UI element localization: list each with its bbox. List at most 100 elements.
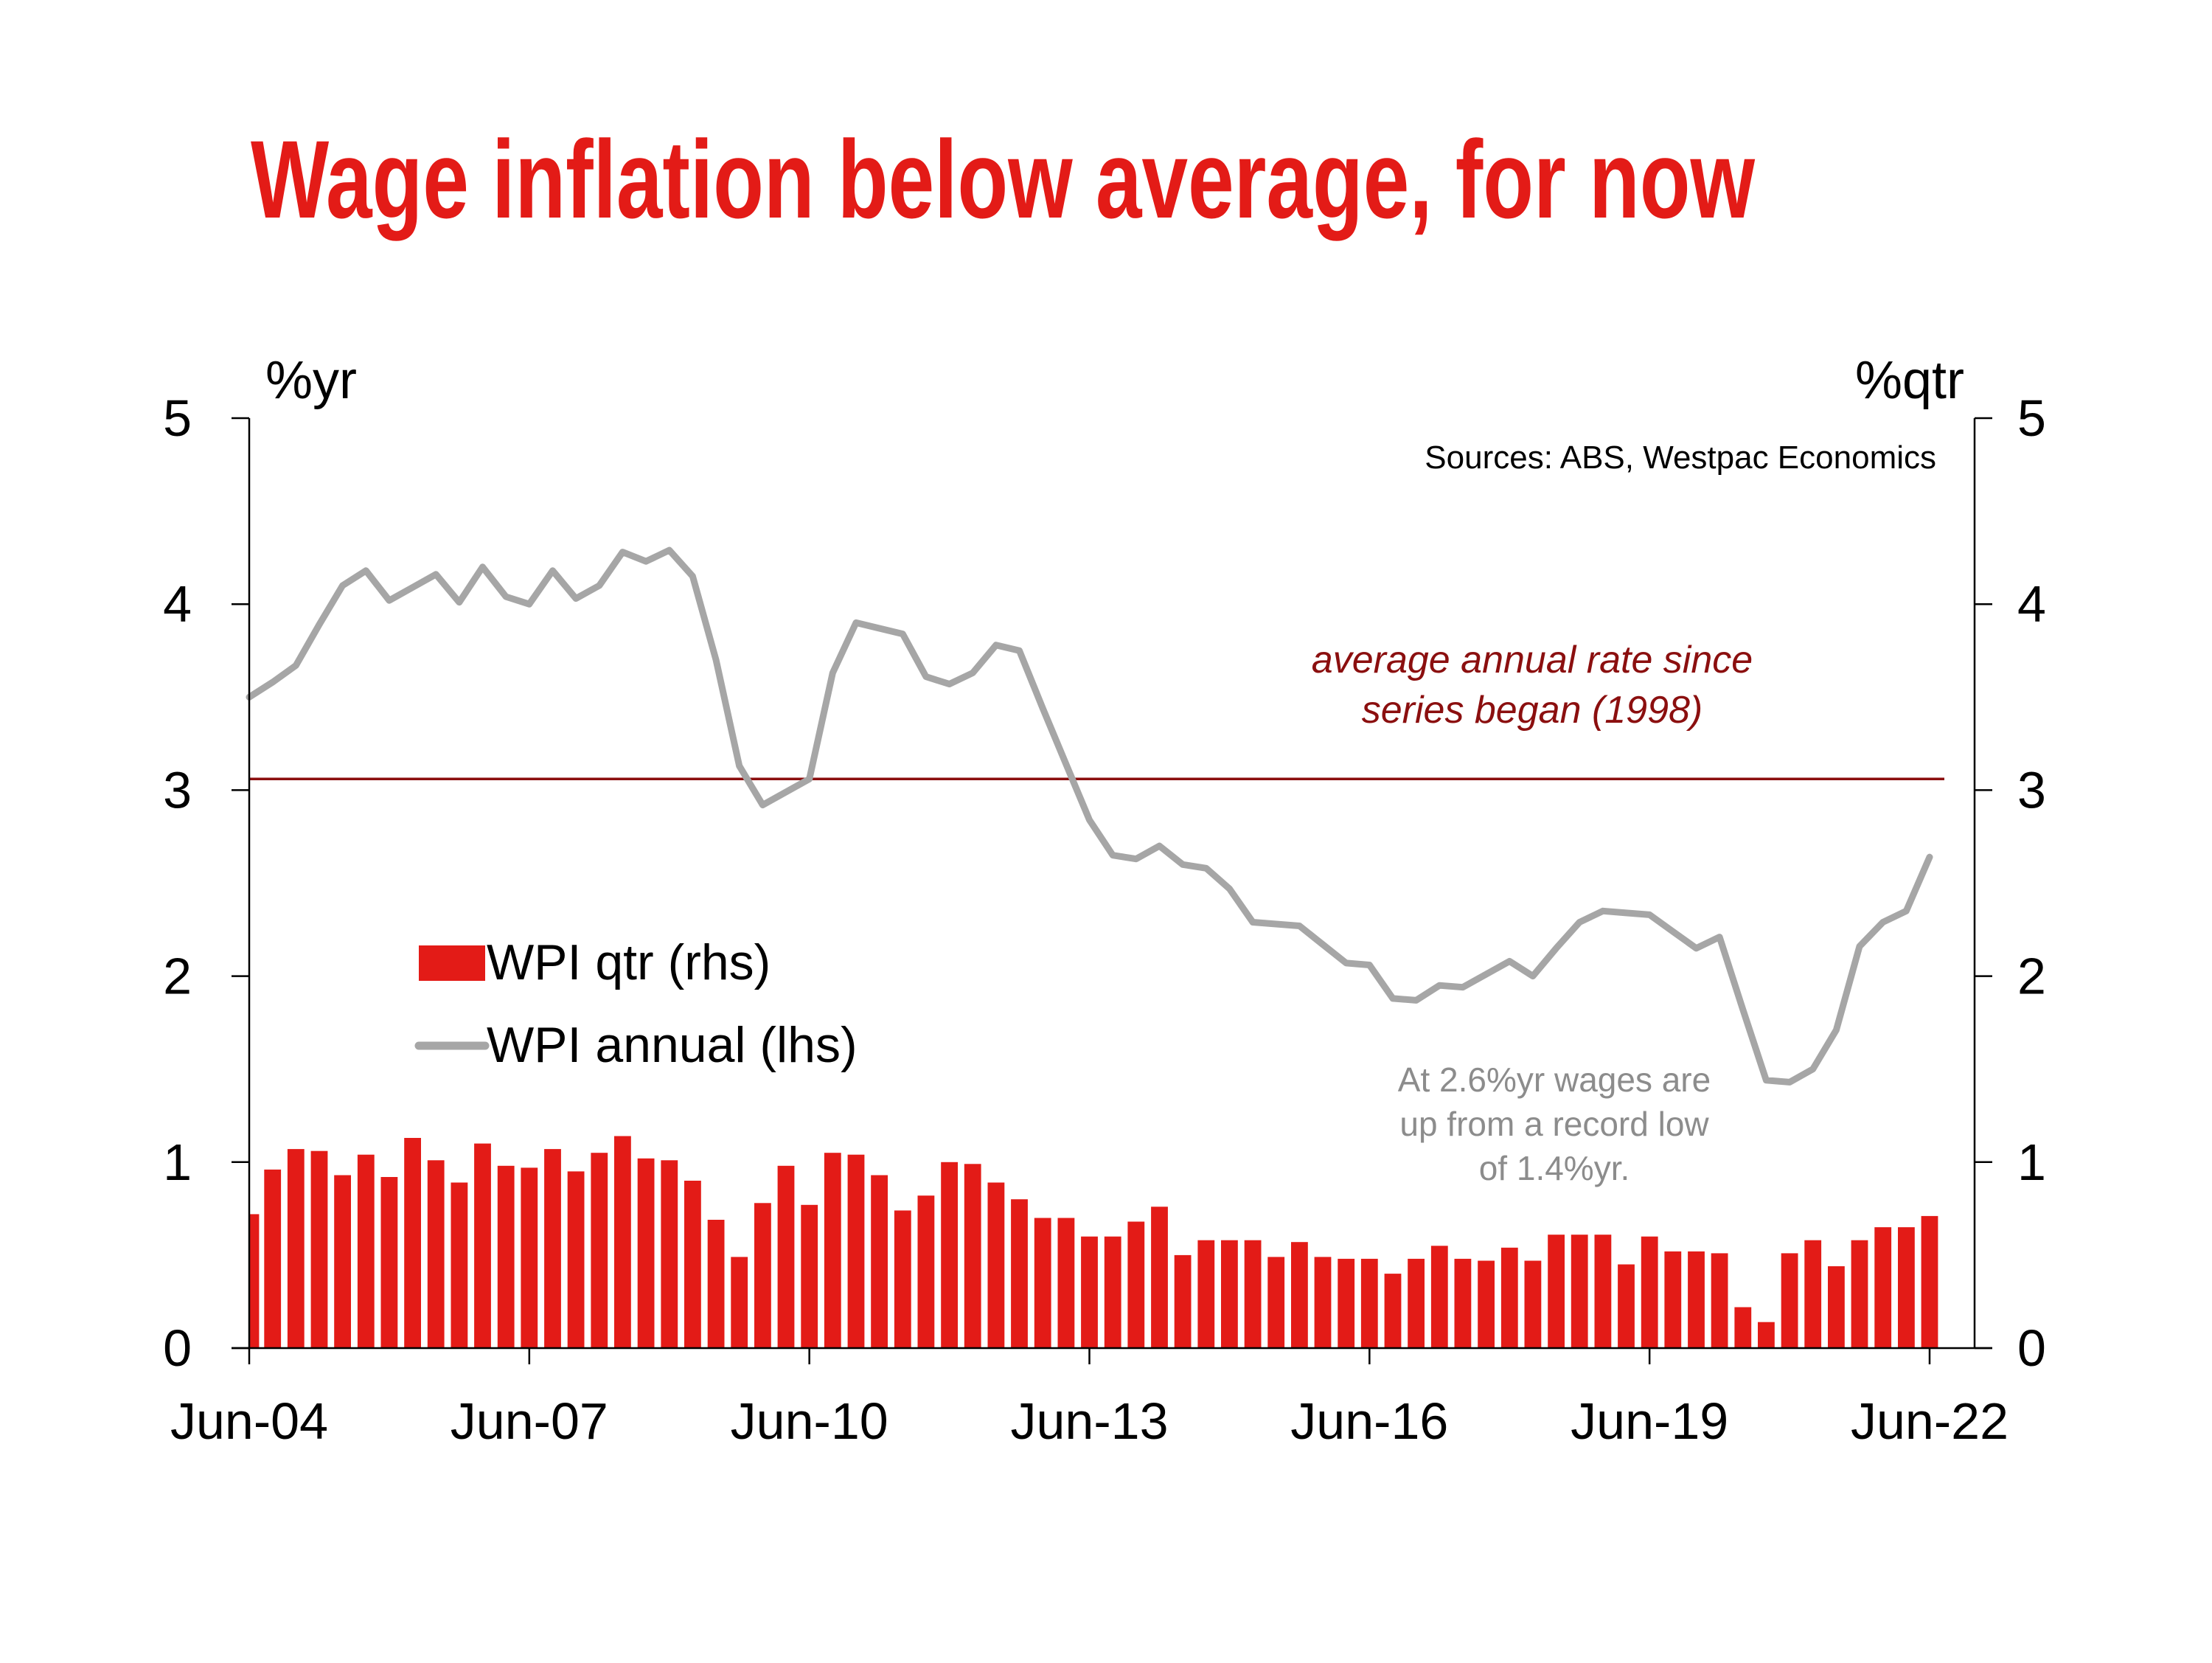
y-right-tick-label: 3 xyxy=(2017,761,2046,819)
wpi-qtr-bar xyxy=(707,1220,725,1348)
x-tick-label: Jun-04 xyxy=(170,1392,328,1450)
wpi-qtr-bar xyxy=(357,1154,375,1348)
wpi-qtr-bar xyxy=(661,1160,678,1348)
y-right-tick-label: 0 xyxy=(2017,1319,2046,1377)
average-line-label-2: series began (1998) xyxy=(1362,689,1703,732)
wpi-qtr-bar xyxy=(1057,1218,1075,1348)
wpi-qtr-bar xyxy=(567,1171,585,1348)
wpi-qtr-bar xyxy=(987,1182,1005,1348)
wpi-qtr-bar xyxy=(1500,1247,1518,1348)
y-right-tick-label: 1 xyxy=(2017,1133,2046,1191)
wpi-qtr-bar xyxy=(1127,1221,1145,1348)
y-right-tick-label: 2 xyxy=(2017,948,2046,1005)
annual-line-layer xyxy=(246,546,1933,1086)
wpi-qtr-bar xyxy=(731,1257,748,1348)
x-tick-label: Jun-10 xyxy=(731,1392,888,1450)
source-note: Sources: ABS, Westpac Economics xyxy=(1425,440,1936,476)
y-left-tick-label: 0 xyxy=(163,1319,192,1377)
y-left-unit-label: %yr xyxy=(265,351,357,410)
wpi-qtr-bar xyxy=(1011,1199,1028,1348)
wpi-qtr-bar xyxy=(894,1210,911,1348)
wpi-qtr-bar xyxy=(871,1175,888,1348)
y-left-tick-label: 2 xyxy=(163,948,192,1005)
wpi-qtr-bar xyxy=(249,1214,260,1348)
wpi-qtr-bar xyxy=(1758,1322,1775,1348)
wpi-qtr-bar xyxy=(824,1153,841,1348)
wpi-qtr-bar xyxy=(1641,1236,1658,1348)
wpi-qtr-bar xyxy=(1734,1307,1752,1348)
wpi-qtr-bar xyxy=(1828,1266,1845,1348)
wpi-qtr-bar xyxy=(684,1181,701,1348)
wpi-qtr-bar xyxy=(1524,1260,1542,1348)
wpi-qtr-bar xyxy=(1104,1236,1121,1348)
wpi-qtr-bar xyxy=(1874,1227,1892,1348)
wpi-qtr-bar xyxy=(380,1177,398,1348)
legend-label-bars: WPI qtr (rhs) xyxy=(487,934,771,990)
wpi-qtr-bar xyxy=(1267,1257,1285,1348)
wpi-qtr-bar xyxy=(1314,1257,1332,1348)
wpi-qtr-bar xyxy=(637,1158,655,1348)
wpi-qtr-bar xyxy=(591,1153,608,1348)
wpi-qtr-bar xyxy=(474,1143,491,1348)
legend: WPI qtr (rhs) WPI annual (lhs) xyxy=(414,934,858,1073)
x-tick-label: Jun-19 xyxy=(1571,1392,1728,1450)
chart-title: Wage inflation below average, for now xyxy=(251,117,1755,241)
wpi-qtr-bar xyxy=(614,1136,631,1348)
y-left-tick-label: 5 xyxy=(163,389,192,447)
y-left-tick-label: 1 xyxy=(163,1133,192,1191)
wpi-qtr-bar xyxy=(287,1149,305,1348)
wpi-qtr-bar xyxy=(1454,1258,1472,1348)
wpi-qtr-bar xyxy=(1081,1236,1098,1348)
wpi-qtr-bar xyxy=(1174,1254,1192,1348)
y-right-tick-label: 4 xyxy=(2017,575,2046,633)
wpi-qtr-bar xyxy=(1571,1235,1588,1348)
wpi-qtr-bar xyxy=(264,1169,282,1348)
y-right-unit-label: %qtr xyxy=(1855,351,1964,410)
wpi-qtr-bar xyxy=(1151,1207,1168,1348)
y-left-tick-label: 4 xyxy=(163,575,192,633)
wpi-qtr-bar xyxy=(1921,1215,1938,1348)
wpi-qtr-bar xyxy=(847,1154,865,1348)
wpi-qtr-bar xyxy=(1291,1242,1308,1348)
annotation-line-3: of 1.4%yr. xyxy=(1479,1149,1630,1187)
x-tick-label: Jun-16 xyxy=(1290,1392,1448,1450)
x-tick-label: Jun-22 xyxy=(1851,1392,2008,1450)
y-left-tick-label: 3 xyxy=(163,761,192,819)
wpi-qtr-bar xyxy=(1244,1240,1262,1348)
wpi-qtr-bar xyxy=(1221,1240,1238,1348)
annotation-line-2: up from a record low xyxy=(1399,1105,1709,1143)
wpi-qtr-bar xyxy=(1594,1235,1612,1348)
wpi-qtr-bar xyxy=(1851,1240,1868,1348)
legend-swatch-bars xyxy=(419,945,485,981)
wpi-qtr-bar xyxy=(1618,1264,1635,1348)
wpi-qtr-bar xyxy=(1478,1260,1495,1348)
wpi-qtr-bar xyxy=(1804,1240,1822,1348)
wpi-qtr-bar xyxy=(1360,1258,1378,1348)
wpi-qtr-bar xyxy=(917,1195,935,1348)
wpi-qtr-bar xyxy=(521,1167,538,1348)
wpi-qtr-bar xyxy=(451,1182,468,1348)
wpi-qtr-bar xyxy=(1034,1218,1051,1348)
wpi-qtr-bar xyxy=(1548,1235,1565,1348)
legend-label-line: WPI annual (lhs) xyxy=(487,1017,858,1073)
wpi-qtr-bar xyxy=(1197,1240,1215,1348)
wpi-qtr-bar xyxy=(1430,1246,1448,1348)
wpi-qtr-bar xyxy=(964,1164,981,1348)
wpi-qtr-bar xyxy=(1338,1258,1355,1348)
wpi-qtr-bar xyxy=(1408,1258,1425,1348)
wpi-qtr-bar xyxy=(801,1204,818,1348)
wpi-qtr-bar xyxy=(544,1149,561,1348)
wpi-qtr-bar xyxy=(497,1165,515,1348)
x-tick-label: Jun-13 xyxy=(1010,1392,1168,1450)
wpi-annual-line xyxy=(246,546,1933,1086)
wpi-qtr-bar xyxy=(1688,1251,1705,1348)
wpi-qtr-bar xyxy=(754,1203,771,1348)
wpi-qtr-bar xyxy=(1898,1227,1915,1348)
wpi-qtr-bar xyxy=(1384,1274,1402,1348)
y-right-tick-label: 5 xyxy=(2017,389,2046,447)
wpi-qtr-bar xyxy=(1664,1251,1682,1348)
wpi-qtr-bar xyxy=(777,1165,795,1348)
wpi-qtr-bar xyxy=(310,1150,328,1348)
average-line-label-1: average annual rate since xyxy=(1312,639,1753,681)
